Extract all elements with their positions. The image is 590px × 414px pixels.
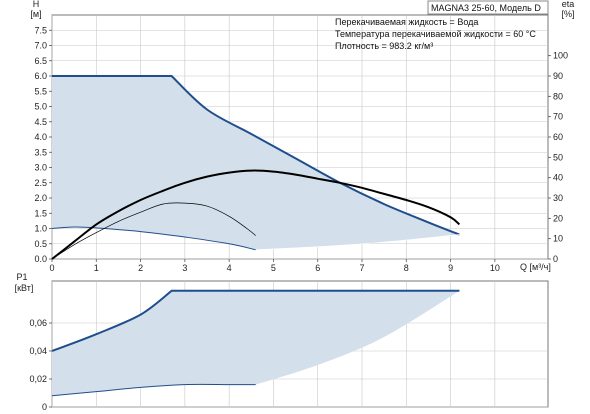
head-y-tick-label: 3.5 xyxy=(34,147,47,157)
head-y-tick-label: 1.0 xyxy=(34,224,47,234)
eta-y-tick-label: 100 xyxy=(553,51,568,61)
info-liquid: Перекачиваемая жидкость = Вода xyxy=(335,17,478,27)
power-y-tick-label: 0 xyxy=(42,402,47,412)
head-y-tick-label: 3.0 xyxy=(34,163,47,173)
head-y-tick-label: 7.5 xyxy=(34,25,47,35)
eta-y-tick-label: 20 xyxy=(553,213,563,223)
head-y-tick-label: 4.5 xyxy=(34,117,47,127)
head-y-tick-label: 7.0 xyxy=(34,41,47,51)
flow-x-tick-label: 1 xyxy=(94,263,99,273)
head-y-tick-label: 2.5 xyxy=(34,178,47,188)
flow-x-tick-label: 9 xyxy=(448,263,453,273)
eta-y-tick-label: 30 xyxy=(553,193,563,203)
flow-x-ticks: 0 1 2 3 4 5 6 7 8 9 10 xyxy=(49,259,500,273)
eta-y-tick-label: 10 xyxy=(553,234,563,244)
power-y-ticks: 0 0,02 0,04 0,06 xyxy=(29,318,52,412)
flow-x-tick-label: 4 xyxy=(227,263,232,273)
flow-x-tick-label: 7 xyxy=(359,263,364,273)
flow-axis-title: Q [м³/ч] xyxy=(520,262,551,272)
head-axis-title: H xyxy=(33,0,40,9)
power-axis-title: P1 xyxy=(16,272,27,282)
power-axis-unit: [кВт] xyxy=(15,283,34,293)
efficiency-min-curve xyxy=(51,202,256,260)
power-y-tick-label: 0,06 xyxy=(29,318,47,328)
flow-x-tick-label: 2 xyxy=(138,263,143,273)
head-y-tick-label: 1.5 xyxy=(34,208,47,218)
eta-y-tick-label: 50 xyxy=(553,152,563,162)
head-chart: 0.0 0.5 1.0 1.5 2.0 2.5 3.0 3.5 4.0 4.5 5.0 5.5 6.0 6… xyxy=(30,0,574,273)
eta-y-tick-label: 0 xyxy=(553,254,558,264)
eta-y-tick-label: 80 xyxy=(553,91,563,101)
info-density: Плотность = 983.2 кг/м³ xyxy=(335,41,433,51)
eta-axis-title: eta xyxy=(562,0,575,9)
head-axis-unit: [м] xyxy=(30,9,41,19)
flow-x-tick-label: 0 xyxy=(49,263,54,273)
flow-x-tick-label: 5 xyxy=(271,263,276,273)
flow-x-tick-label: 10 xyxy=(490,263,500,273)
head-max-curve xyxy=(52,75,460,236)
power-min-curve xyxy=(51,383,256,397)
power-chart: 0 0,02 0,04 0,06 P1 [кВт] xyxy=(15,272,549,412)
info-temperature: Температура перекачиваемой жидкости = 60… xyxy=(335,29,536,39)
head-y-tick-label: 0.0 xyxy=(34,254,47,264)
head-y-tick-label: 6.5 xyxy=(34,56,47,66)
eta-y-tick-label: 70 xyxy=(553,112,563,122)
eta-y-tick-label: 90 xyxy=(553,71,563,81)
head-y-tick-label: 5.0 xyxy=(34,102,47,112)
head-envelope-area xyxy=(52,76,460,250)
head-y-tick-label: 2.0 xyxy=(34,193,47,203)
eta-y-ticks: 0 10 20 30 40 50 60 70 80 90 100 xyxy=(548,51,568,264)
power-max-curve xyxy=(51,289,460,352)
head-y-ticks: 0.0 0.5 1.0 1.5 2.0 2.5 3.0 3.5 4.0 4.5 5.0 5.5 6.0 6… xyxy=(34,25,52,264)
model-label: MAGNA3 25-60, Модель D xyxy=(431,3,541,13)
power-y-tick-label: 0,02 xyxy=(29,374,47,384)
efficiency-curve xyxy=(51,169,461,260)
eta-y-tick-label: 40 xyxy=(553,173,563,183)
model-box xyxy=(427,0,549,15)
flow-x-tick-label: 8 xyxy=(404,263,409,273)
head-y-tick-label: 4.0 xyxy=(34,132,47,142)
eta-axis-unit: [%] xyxy=(561,9,574,19)
head-envelope-bottom xyxy=(255,234,460,251)
head-min-curve xyxy=(51,226,256,251)
power-y-tick-label: 0,04 xyxy=(29,346,47,356)
head-y-tick-label: 6.0 xyxy=(34,71,47,81)
flow-x-tick-label: 3 xyxy=(182,263,187,273)
power-envelope-area xyxy=(52,290,460,396)
head-y-tick-label: 5.5 xyxy=(34,86,47,96)
eta-y-tick-label: 60 xyxy=(553,132,563,142)
flow-x-tick-label: 6 xyxy=(315,263,320,273)
head-y-tick-label: 0.5 xyxy=(34,239,47,249)
